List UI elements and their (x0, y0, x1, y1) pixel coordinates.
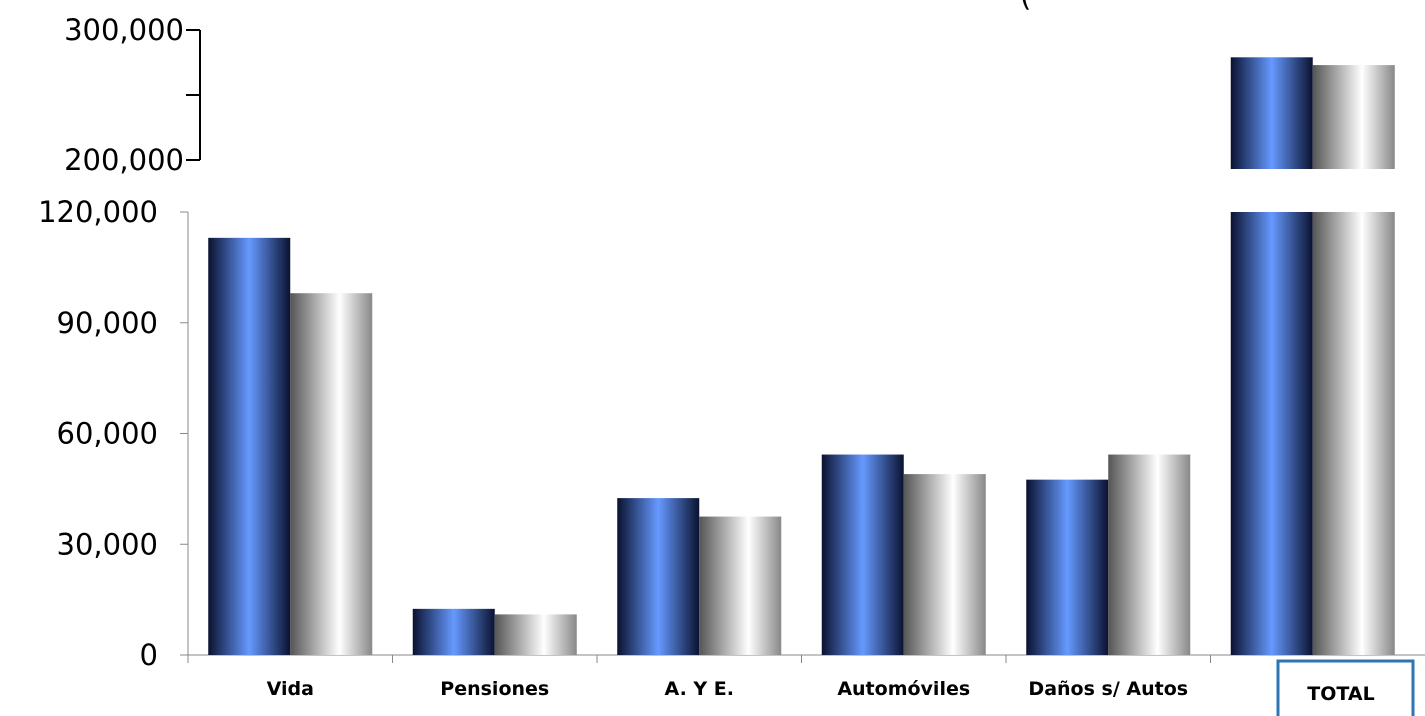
category-label: TOTAL (1307, 683, 1374, 705)
bar (821, 454, 904, 655)
bar (699, 516, 782, 655)
category-label: Vida (267, 678, 314, 700)
bar (1026, 479, 1109, 655)
lower-y-tick-label: 30,000 (57, 527, 158, 561)
bar (617, 498, 700, 655)
partial-title: ( (1020, 0, 1031, 13)
bar (1230, 212, 1313, 655)
lower-y-tick-label: 120,000 (38, 195, 158, 229)
bar (903, 474, 986, 655)
axes: 0 30,000 60,000 90,000 120,000 200,000 300,000 (38, 13, 1425, 672)
bar (412, 608, 495, 655)
bar (208, 237, 291, 655)
upper-y-tick-label: 300,000 (64, 13, 184, 47)
category-labels: Vida Pensiones A. Y E. Automóviles Daños s/ … (267, 659, 1415, 716)
lower-y-tick-label: 0 (140, 638, 158, 672)
bar (290, 293, 373, 655)
category-label: Pensiones (440, 678, 549, 700)
bar-upper-segment (1312, 65, 1395, 169)
lower-y-tick-label: 90,000 (57, 306, 158, 340)
bar (1108, 454, 1191, 655)
category-label: Daños s/ Autos (1028, 678, 1188, 700)
bar (1312, 212, 1395, 655)
lower-y-tick-label: 60,000 (57, 417, 158, 451)
category-label: A. Y E. (665, 678, 734, 700)
category-label: Automóviles (837, 678, 970, 700)
bar-upper-segment (1230, 57, 1313, 169)
upper-y-tick-label: 200,000 (64, 143, 184, 177)
bars (208, 57, 1395, 655)
total-highlight-box (1276, 659, 1415, 716)
bar (494, 614, 577, 655)
